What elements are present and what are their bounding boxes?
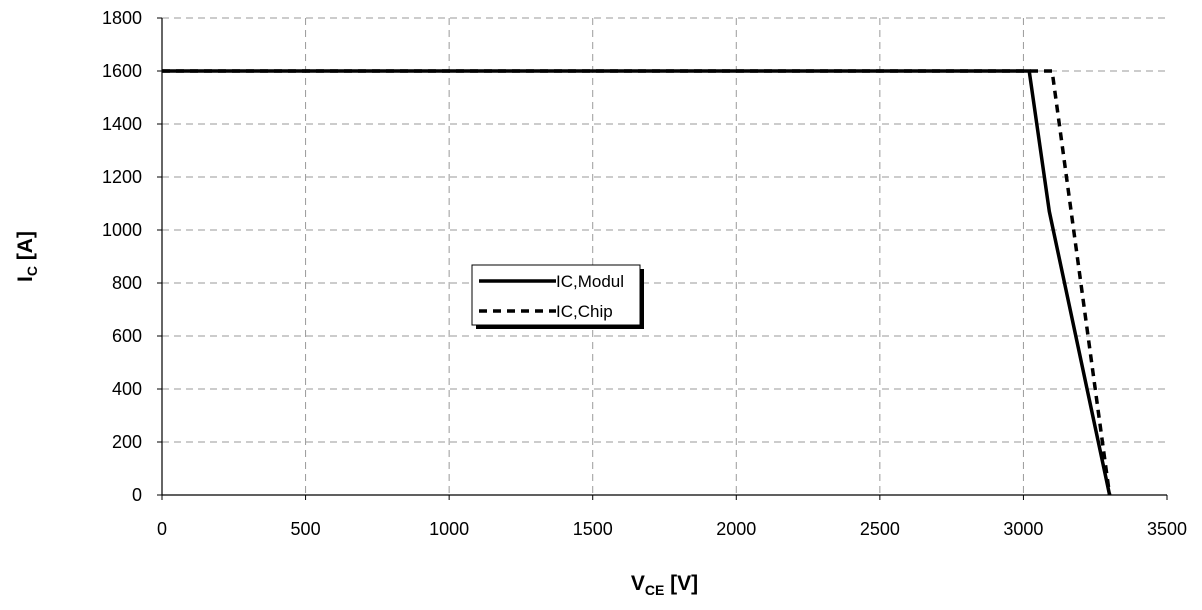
y-tick-label: 600 — [112, 326, 142, 346]
y-tick-label: 1400 — [102, 114, 142, 134]
plot-background — [162, 18, 1167, 495]
x-tick-label: 0 — [157, 519, 167, 539]
series-line-1 — [162, 69, 1112, 496]
x-tick-label: 2500 — [860, 519, 900, 539]
x-tick-label: 1500 — [573, 519, 613, 539]
x-tick-label: 3000 — [1003, 519, 1043, 539]
legend: IC,Modul IC,Chip — [471, 264, 644, 329]
y-tick-label: 0 — [132, 485, 142, 505]
legend-label-0: IC,Modul — [556, 272, 624, 291]
series-line-0 — [162, 69, 1112, 496]
legend-box — [471, 264, 641, 326]
x-tick-label: 500 — [291, 519, 321, 539]
y-axis-label: IC [A] — [14, 231, 40, 282]
x-tick-label: 1000 — [429, 519, 469, 539]
y-tick-label: 1000 — [102, 220, 142, 240]
y-tick-label: 200 — [112, 432, 142, 452]
y-tick-label: 400 — [112, 379, 142, 399]
x-axis-label: VCE [V] — [631, 572, 698, 598]
x-tick-label: 2000 — [716, 519, 756, 539]
x-tick-label: 3500 — [1147, 519, 1187, 539]
y-tick-label: 1800 — [102, 8, 142, 28]
legend-label-1: IC,Chip — [556, 302, 613, 321]
y-tick-label: 1200 — [102, 167, 142, 187]
y-tick-label: 800 — [112, 273, 142, 293]
y-tick-label: 1600 — [102, 61, 142, 81]
